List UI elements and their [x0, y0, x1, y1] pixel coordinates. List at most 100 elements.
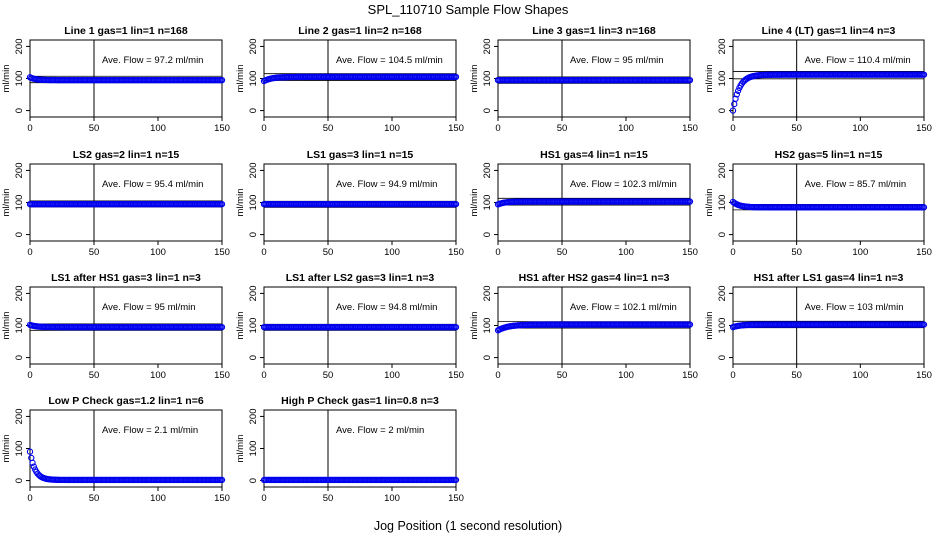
y-tick-label: 200: [248, 408, 259, 424]
y-tick-label: 0: [482, 355, 493, 360]
y-tick-label: 100: [248, 441, 259, 457]
data-point: [452, 323, 460, 331]
x-tick-label: 150: [682, 123, 698, 134]
y-tick-label: 200: [14, 162, 25, 178]
ave-flow-annotation: Ave. Flow = 97.2 ml/min: [102, 55, 203, 66]
y-tick-label: 200: [717, 162, 728, 178]
y-axis-label: ml/min: [469, 189, 480, 217]
y-tick-label: 200: [248, 162, 259, 178]
x-tick-label: 150: [682, 247, 698, 258]
x-tick-label: 50: [323, 493, 334, 504]
x-tick-label: 50: [323, 123, 334, 134]
data-point: [920, 71, 928, 78]
x-tick-label: 100: [618, 123, 634, 134]
x-tick-label: 50: [89, 123, 100, 134]
y-tick-label: 100: [248, 195, 259, 211]
x-tick-label: 50: [557, 123, 568, 134]
y-axis-label: ml/min: [235, 435, 246, 463]
x-tick-label: 0: [27, 370, 32, 381]
data-point: [218, 200, 226, 208]
y-tick-label: 0: [248, 478, 259, 483]
panel-title: High P Check gas=1 lin=0.8 n=3: [281, 395, 439, 407]
ave-flow-annotation: Ave. Flow = 94.9 ml/min: [336, 179, 437, 190]
x-tick-label: 0: [730, 247, 735, 258]
panel-9: LS1 after HS1 gas=3 lin=1 n=3 ml/min 0 50 10…: [1, 272, 230, 381]
data-point: [731, 100, 738, 108]
data-point: [26, 448, 34, 455]
panel-title: Line 1 gas=1 lin=1 n=168: [64, 25, 188, 37]
panel-14: High P Check gas=1 lin=0.8 n=3 ml/min 0 50 1…: [235, 395, 464, 504]
panel-4: Line 4 (LT) gas=1 lin=4 n=3 ml/min 0 50 100 1…: [704, 25, 932, 134]
y-tick-label: 100: [14, 195, 25, 211]
x-tick-label: 50: [791, 123, 802, 134]
y-tick-label: 100: [717, 318, 728, 334]
panel-7: HS1 gas=4 lin=1 n=15 ml/min 0 50 100 150 0 100 2…: [469, 149, 698, 258]
x-tick-label: 150: [214, 493, 230, 504]
y-tick-label: 100: [14, 441, 25, 457]
data-point: [30, 463, 37, 470]
panel-title: Line 3 gas=1 lin=3 n=168: [532, 25, 656, 37]
x-tick-label: 100: [852, 370, 868, 381]
panel-frame: [29, 409, 223, 488]
y-tick-label: 200: [248, 38, 259, 54]
x-tick-label: 0: [27, 247, 32, 258]
x-tick-label: 0: [730, 370, 735, 381]
data-point: [452, 73, 460, 81]
data-point: [729, 107, 737, 114]
ave-flow-annotation: Ave. Flow = 95 ml/min: [570, 55, 664, 66]
panel-3: Line 3 gas=1 lin=3 n=168 ml/min 0 50 100 150 0…: [469, 25, 698, 134]
y-tick-label: 100: [248, 318, 259, 334]
y-tick-label: 0: [717, 355, 728, 360]
data-point: [218, 476, 226, 484]
x-tick-label: 50: [791, 370, 802, 381]
ave-flow-annotation: Ave. Flow = 2.1 ml/min: [102, 425, 198, 436]
x-tick-label: 0: [261, 247, 266, 258]
y-tick-label: 100: [482, 195, 493, 211]
x-tick-label: 50: [89, 247, 100, 258]
ave-flow-annotation: Ave. Flow = 103 ml/min: [805, 302, 904, 313]
x-tick-label: 100: [150, 247, 166, 258]
y-tick-label: 200: [482, 38, 493, 54]
x-tick-label: 0: [261, 370, 266, 381]
ave-flow-annotation: Ave. Flow = 104.5 ml/min: [336, 55, 443, 66]
ave-flow-annotation: Ave. Flow = 2 ml/min: [336, 425, 424, 436]
x-tick-label: 150: [448, 247, 464, 258]
panel-11: HS1 after HS2 gas=4 lin=1 n=3 ml/min 0 50 10…: [469, 272, 698, 381]
x-axis-caption: Jog Position (1 second resolution): [373, 519, 563, 533]
y-axis-label: ml/min: [1, 65, 12, 93]
panel-frame: [732, 163, 925, 242]
x-tick-label: 150: [214, 370, 230, 381]
y-tick-label: 200: [14, 285, 25, 301]
y-tick-label: 100: [248, 71, 259, 87]
x-tick-label: 150: [448, 123, 464, 134]
panel-frame: [263, 409, 457, 488]
y-tick-label: 0: [14, 478, 25, 483]
data-point: [733, 91, 740, 98]
y-tick-label: 100: [482, 318, 493, 334]
data-point: [686, 76, 694, 84]
y-tick-label: 0: [717, 108, 728, 113]
x-tick-label: 100: [384, 493, 400, 504]
x-tick-label: 0: [27, 123, 32, 134]
data-point: [29, 459, 36, 466]
x-tick-label: 0: [495, 370, 500, 381]
panel-13: Low P Check gas=1.2 lin=1 n=6 ml/min 0 50 10…: [1, 395, 230, 504]
panel-title: Line 4 (LT) gas=1 lin=4 n=3: [762, 25, 896, 37]
y-tick-label: 200: [717, 38, 728, 54]
ave-flow-annotation: Ave. Flow = 94.8 ml/min: [336, 302, 437, 313]
x-tick-label: 0: [730, 123, 735, 134]
panel-12: HS1 after LS1 gas=4 lin=1 n=3 ml/min 0 50 10…: [704, 272, 932, 381]
x-tick-label: 100: [384, 247, 400, 258]
x-tick-label: 50: [323, 247, 334, 258]
x-tick-label: 100: [384, 370, 400, 381]
y-axis-label: ml/min: [704, 312, 715, 340]
y-axis-label: ml/min: [1, 435, 12, 463]
y-axis-label: ml/min: [1, 189, 12, 217]
ave-flow-annotation: Ave. Flow = 110.4 ml/min: [805, 55, 911, 66]
y-tick-label: 0: [717, 232, 728, 237]
ave-flow-annotation: Ave. Flow = 102.3 ml/min: [570, 179, 677, 190]
y-axis-label: ml/min: [235, 65, 246, 93]
y-tick-label: 0: [14, 232, 25, 237]
x-tick-label: 150: [916, 370, 932, 381]
x-tick-label: 50: [89, 370, 100, 381]
